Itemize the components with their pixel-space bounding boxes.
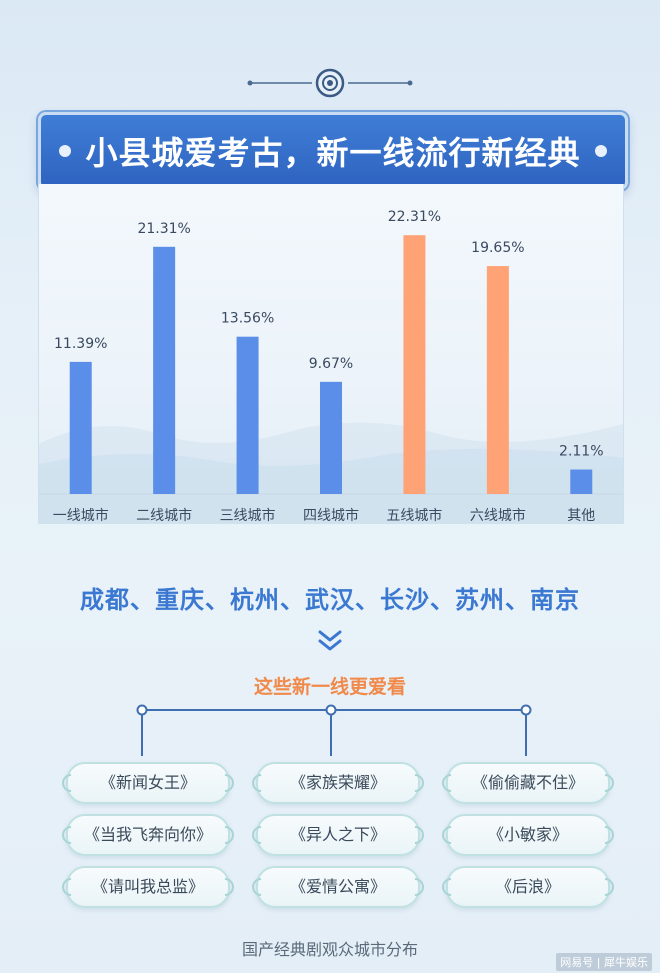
bar <box>320 381 342 494</box>
bar-value-label: 22.31% <box>388 209 441 225</box>
bar-chart: 11.39% 一线城市 21.31% 二线城市 13.56% 三线城市 9.67% 四线城市 2… <box>39 209 623 524</box>
footer-caption: 国产经典剧观众城市分布 <box>241 940 418 959</box>
bar <box>403 235 426 495</box>
shows-grid: 《新闻女王》 《家族荣耀》 《偷偷藏不住》 《当我飞奔向你》 《异人之下》 《小… <box>0 762 660 912</box>
watermark: 网易号 | 犀牛娱乐 <box>556 953 652 971</box>
category-label: 一线城市 <box>53 507 109 524</box>
title-ornament <box>247 68 413 98</box>
bar <box>69 361 92 494</box>
banner-dot-right <box>595 145 607 157</box>
bar-value-label: 9.67% <box>309 356 353 372</box>
banner-dot-left <box>59 145 71 157</box>
category-label: 三线城市 <box>220 507 276 524</box>
show-pill: 《偷偷藏不住》 <box>446 762 610 804</box>
chart-panel: 11.39% 一线城市 21.31% 二线城市 13.56% 三线城市 9.67% 四线城市 2… <box>38 184 624 524</box>
bar <box>236 336 259 494</box>
bar-value-label: 21.31% <box>137 221 190 237</box>
bar-value-label: 13.56% <box>221 311 274 327</box>
bar-value-label: 11.39% <box>54 336 107 352</box>
title-banner: 小县城爱考古，新一线流行新经典 <box>38 112 628 190</box>
show-pill: 《当我飞奔向你》 <box>66 814 230 856</box>
show-pill: 《异人之下》 <box>256 814 420 856</box>
show-pill: 《小敏家》 <box>446 814 610 856</box>
double-chevron-down-icon <box>318 630 342 651</box>
category-label: 四线城市 <box>303 507 359 524</box>
show-pill: 《新闻女王》 <box>66 762 230 804</box>
shows-subtitle: 这些新一线更爱看 <box>253 676 406 698</box>
category-label: 二线城市 <box>136 507 192 524</box>
show-pill: 《家族荣耀》 <box>256 762 420 804</box>
category-label: 六线城市 <box>470 507 526 524</box>
bar-value-label: 2.11% <box>559 444 603 460</box>
eye-medallion-icon <box>315 68 345 98</box>
show-pill: 《爱情公寓》 <box>256 866 420 908</box>
category-label: 五线城市 <box>386 507 442 524</box>
tree-connector <box>136 704 532 756</box>
bar <box>570 469 593 494</box>
bar <box>486 266 509 494</box>
new-first-tier-cities: 成都、重庆、杭州、武汉、长沙、苏州、南京 <box>80 586 580 614</box>
bar-value-label: 19.65% <box>471 240 524 256</box>
bar <box>153 246 176 494</box>
show-pill: 《请叫我总监》 <box>66 866 230 908</box>
category-label: 其他 <box>567 508 595 524</box>
chart-title: 小县城爱考古，新一线流行新经典 <box>85 134 581 172</box>
show-pill: 《后浪》 <box>446 866 610 908</box>
